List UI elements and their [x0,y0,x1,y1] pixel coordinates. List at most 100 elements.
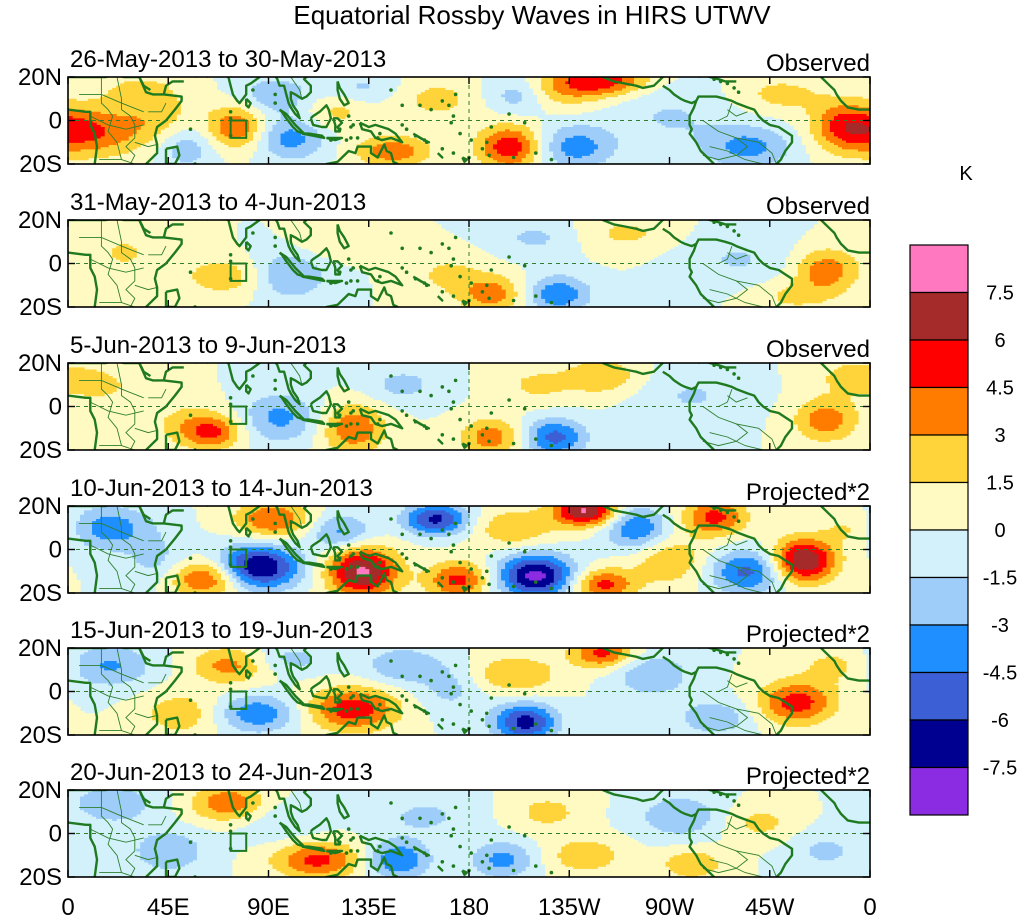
panel-2-island-15 [487,296,491,301]
panel-3-island-22 [429,393,433,398]
panel-4-coastline-15 [358,550,404,573]
panel-4-boundary-0 [116,506,136,593]
panel-5-island-29 [507,683,511,687]
panel-2-island-9 [422,281,427,285]
panel-2-island-41 [725,224,730,229]
panel-1-island-36 [413,133,418,138]
panel-4-coastline-16 [320,572,399,593]
panel-5-island-13 [480,718,485,722]
panel-5-island-24 [449,691,454,696]
panel-3-coastline-10 [301,418,326,426]
panel-5-ytick-label-2: 20S [19,722,62,749]
panel-5-coastline-1 [68,648,183,735]
panel-1-coastline-7 [244,97,252,109]
panel-4-island-35 [447,532,451,537]
panel-4-coastline-22 [688,529,715,593]
panel-6-island-50 [273,805,277,810]
panel-2-island-31 [400,266,405,270]
panel-5-island-3 [346,685,351,689]
panel-5-island-20 [400,674,405,679]
panel-4-date-label: 10-Jun-2013 to 14-Jun-2013 [70,475,373,502]
panel-3-coastline-0 [68,394,99,450]
panel-5-coastline-7 [244,668,252,680]
panel-4-island-19 [389,517,393,521]
panel-5-shade-0 [80,648,739,735]
colorbar-tick-label-10: -7.5 [983,758,1017,780]
panel-3-island-1 [349,411,353,415]
panel-6-boundary-12 [718,815,733,834]
panel-2-ytick-label-0: 20N [18,207,62,234]
panel-4-island-6 [344,567,349,571]
panel-3-island-51 [273,387,277,391]
panel-2-island-3 [346,257,351,261]
panel-5-island-43 [736,661,741,665]
panel-4-island-8 [404,556,409,560]
panel-2-island-28 [489,268,494,272]
panel-1-shade-4 [172,81,787,164]
panel-4-kind-label: Projected*2 [746,479,870,506]
panel-5-island-35 [447,674,451,679]
panel-4-island-18 [549,586,554,591]
panel-1-boundary-11 [709,146,764,164]
x-tick-label-3: 135E [341,894,397,921]
panel-6-coastline-2 [138,790,152,805]
panel-1-island-49 [251,88,255,92]
panel-4-coastline-14 [336,510,350,536]
panel-6-shade-0 [80,790,843,877]
panel-6-island-32 [378,844,382,849]
panel-5-island-49 [251,659,255,663]
panel-1-island-14 [485,164,489,168]
panel-1-coastline-9 [278,108,306,135]
panel-4-boundary-6 [148,531,167,542]
panel-2-ytick-label-2: 20S [19,294,62,321]
panel-1-island-11 [451,151,456,155]
panel-3-island-25 [458,417,462,422]
x-axis: 0 45E 90E 135E 180 135W 90W 45W 0 [61,894,876,921]
panel-3-island-39 [712,363,716,367]
panel-1-boundary-2 [79,93,144,113]
panel-1-kind-label: Observed [766,50,870,77]
panel-5-boundary-4 [134,712,158,719]
panel-2-boundary-10 [736,280,777,307]
panel-5-island-14 [485,735,489,739]
panel-2-island-11 [451,294,456,298]
panel-2-island-21 [418,246,422,251]
panel-5-boundary-1 [100,648,122,731]
panel-5-coastline-19 [461,727,468,735]
panel-6-island-34 [440,812,445,816]
panel-5-island-2 [351,694,356,698]
panel-5-coastline-23 [698,648,737,654]
panel-2-ytick-label-1: 0 [49,251,62,278]
panel-1-boundary-5 [99,159,135,164]
panel-2-island-36 [413,276,418,281]
panel-1-island-27 [485,140,489,145]
panel-2-island-50 [273,235,277,240]
panel-2-island-8 [404,270,409,274]
panel-3-island-48 [228,402,233,407]
panel-6-island-33 [453,805,458,810]
panel-4-shade-2 [172,506,851,593]
panel-6-island-42 [732,799,736,803]
panel-6-boundary-8 [727,822,748,830]
panel-6-island-48 [228,829,233,834]
panel-4-island-4 [349,565,353,569]
panel-6-coastline-21 [662,797,794,877]
panel-4-boundary-8 [727,538,748,546]
panel-3-coastline-8 [274,363,313,406]
panel-6-island-20 [400,816,405,821]
panel-5-coastline-9 [278,679,306,706]
panel-6-shade-4 [380,846,514,872]
panel-3-island-16 [511,441,516,446]
panel-5-coastline-3 [162,651,184,666]
panel-4-island-22 [429,536,433,541]
panel-1-coastline-20 [602,77,665,90]
panel-4-island-29 [507,541,511,545]
panel-1-coastline-10 [301,132,326,140]
panel-1-island-39 [712,77,716,81]
panel-1-island-8 [404,127,409,131]
panel-3-boundary-0 [116,363,136,450]
panel-5-map [68,648,870,739]
panel-6-boundary-0 [116,790,136,877]
colorbar-swatch-0 [909,244,969,294]
panel-6-island-11 [451,864,456,868]
